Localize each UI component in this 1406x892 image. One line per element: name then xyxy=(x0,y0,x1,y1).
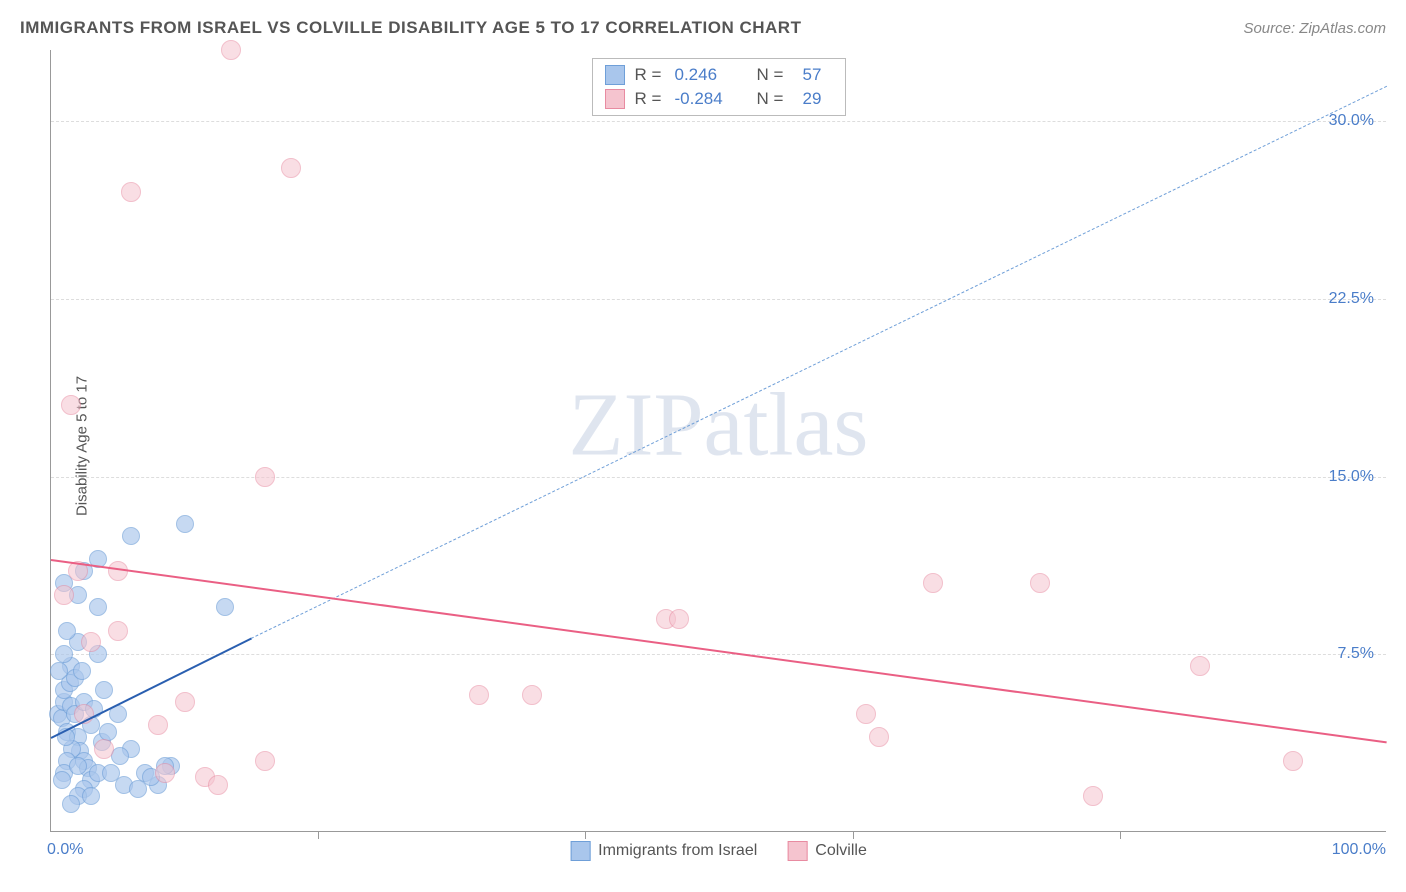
legend-row: R = 0.246 N = 57 xyxy=(605,63,833,87)
gridline xyxy=(51,299,1386,300)
data-point xyxy=(89,598,107,616)
gridline xyxy=(51,654,1386,655)
data-point xyxy=(81,632,101,652)
data-point xyxy=(522,685,542,705)
x-tick-mark xyxy=(1120,831,1121,839)
data-point xyxy=(94,739,114,759)
legend-swatch xyxy=(787,841,807,861)
data-point xyxy=(61,395,81,415)
correlation-legend: R = 0.246 N = 57 R = -0.284 N = 29 xyxy=(592,58,846,116)
data-point xyxy=(469,685,489,705)
data-point xyxy=(108,621,128,641)
y-tick-label: 7.5% xyxy=(1338,645,1374,663)
r-value: -0.284 xyxy=(675,89,747,109)
n-value: 57 xyxy=(803,65,833,85)
n-value: 29 xyxy=(803,89,833,109)
legend-item: Immigrants from Israel xyxy=(570,841,757,861)
data-point xyxy=(255,467,275,487)
data-point xyxy=(1283,751,1303,771)
legend-item: Colville xyxy=(787,841,867,861)
y-tick-label: 15.0% xyxy=(1329,468,1374,486)
data-point xyxy=(62,795,80,813)
data-point xyxy=(281,158,301,178)
source-attribution: Source: ZipAtlas.com xyxy=(1243,20,1386,37)
data-point xyxy=(216,598,234,616)
data-point xyxy=(122,527,140,545)
series-legend: Immigrants from Israel Colville xyxy=(570,841,867,861)
data-point xyxy=(923,573,943,593)
legend-swatch xyxy=(605,89,625,109)
data-point xyxy=(95,681,113,699)
gridline xyxy=(51,121,1386,122)
data-point xyxy=(208,775,228,795)
legend-label: Immigrants from Israel xyxy=(598,842,757,860)
legend-label: Colville xyxy=(815,842,867,860)
data-point xyxy=(255,751,275,771)
x-tick-mark xyxy=(318,831,319,839)
n-label: N = xyxy=(757,89,793,109)
data-point xyxy=(129,780,147,798)
r-value: 0.246 xyxy=(675,65,747,85)
legend-swatch xyxy=(570,841,590,861)
data-point xyxy=(58,622,76,640)
r-label: R = xyxy=(635,89,665,109)
n-label: N = xyxy=(757,65,793,85)
y-tick-label: 22.5% xyxy=(1329,290,1374,308)
data-point xyxy=(221,40,241,60)
data-point xyxy=(69,757,87,775)
gridline xyxy=(51,477,1386,478)
data-point xyxy=(73,662,91,680)
data-point xyxy=(155,763,175,783)
data-point xyxy=(148,715,168,735)
x-tick-label: 0.0% xyxy=(47,841,83,859)
data-point xyxy=(175,692,195,712)
plot-area: ZIPatlas R =0.246N =57R =-0.284N =29 Imm… xyxy=(50,50,1386,832)
x-tick-mark xyxy=(853,831,854,839)
x-tick-mark xyxy=(585,831,586,839)
data-point xyxy=(53,771,71,789)
data-point xyxy=(108,561,128,581)
data-point xyxy=(82,787,100,805)
legend-row: R = -0.284 N = 29 xyxy=(605,87,833,111)
x-tick-label: 100.0% xyxy=(1332,841,1386,859)
data-point xyxy=(1083,786,1103,806)
data-point xyxy=(1190,656,1210,676)
data-point xyxy=(1030,573,1050,593)
data-point xyxy=(54,585,74,605)
data-point xyxy=(176,515,194,533)
chart-container: IMMIGRANTS FROM ISRAEL VS COLVILLE DISAB… xyxy=(0,0,1406,892)
legend-swatch xyxy=(605,65,625,85)
trend-line xyxy=(251,86,1387,639)
r-label: R = xyxy=(635,65,665,85)
data-point xyxy=(856,704,876,724)
trend-line xyxy=(51,559,1387,743)
data-point xyxy=(869,727,889,747)
chart-title: IMMIGRANTS FROM ISRAEL VS COLVILLE DISAB… xyxy=(20,18,801,38)
data-point xyxy=(669,609,689,629)
data-point xyxy=(121,182,141,202)
y-tick-label: 30.0% xyxy=(1329,112,1374,130)
